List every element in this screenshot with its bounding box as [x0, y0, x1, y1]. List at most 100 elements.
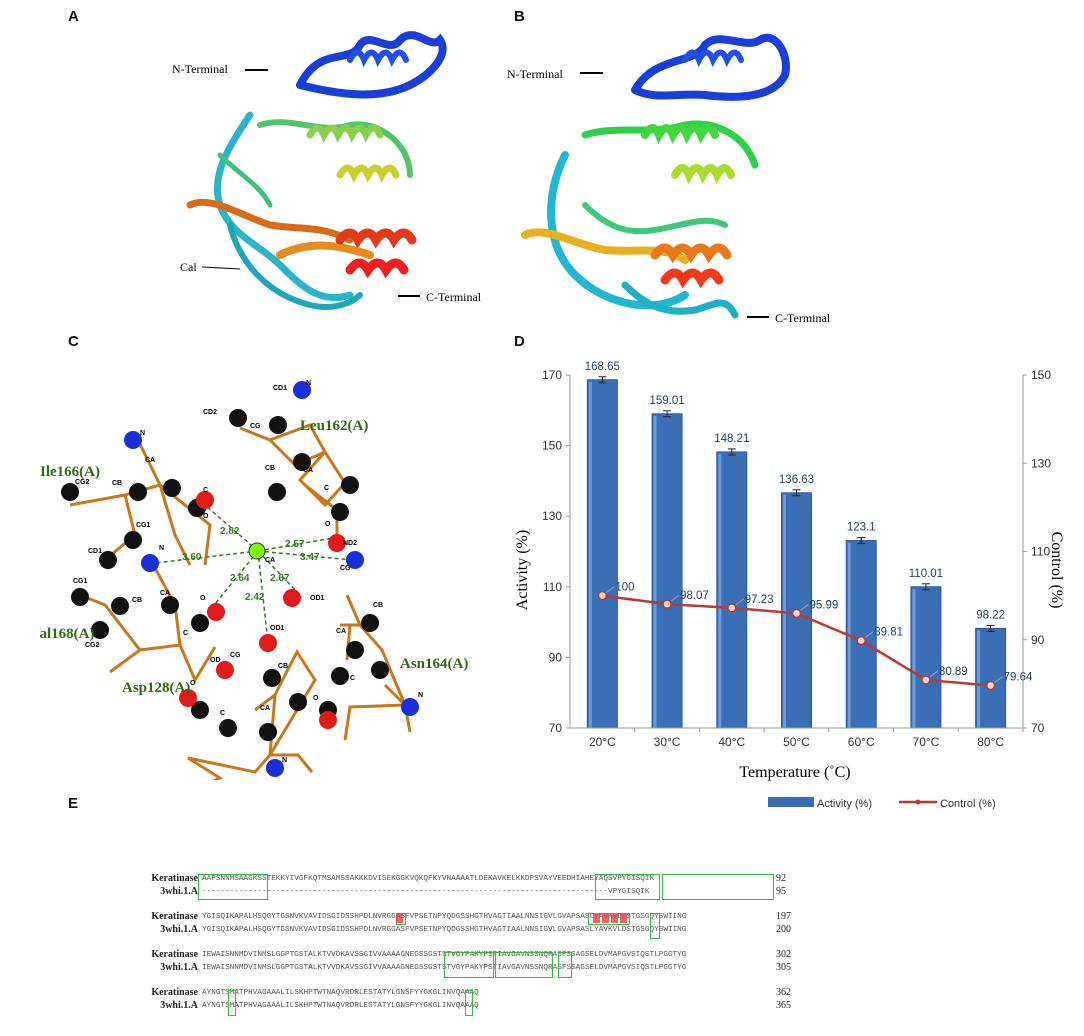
panel-label-d: D: [514, 333, 525, 350]
svg-text:C: C: [203, 487, 208, 494]
legend-label-activity: Activity (%): [817, 798, 872, 810]
alignment-row: Keratinase AYNGTSMATPHVAGAAALILSKHPTWTNAQ…: [140, 986, 840, 999]
control-data-label: 100: [615, 582, 634, 594]
alignment-highlight-box: [588, 913, 630, 925]
sequence-end-position: 92: [776, 873, 786, 884]
c-terminal-label: C-Terminal: [775, 311, 831, 325]
control-label-leader: [929, 670, 939, 678]
sequence-name: 3whi.1.A: [160, 924, 198, 935]
y2-axis-label: Control (%): [1048, 532, 1065, 609]
svg-text:N: N: [282, 757, 287, 764]
activity-data-label: 98.22: [976, 609, 1005, 621]
cal-pointer: [201, 266, 241, 270]
alignment-mismatch-mark: [620, 914, 627, 923]
y-tick-label: 70: [549, 721, 563, 735]
svg-text:CG: CG: [340, 565, 351, 572]
y-tick-label: 110: [543, 580, 562, 594]
sequence-residues: AYNGTSMATPHVAGAAALILSKHPTWTNAQVRDRLESTAT…: [202, 1001, 479, 1010]
activity-bar: [845, 540, 877, 729]
alignment-highlight-box: [495, 952, 553, 978]
y2-tick-label: 110: [1031, 545, 1050, 559]
svg-text:N: N: [159, 545, 164, 552]
activity-data-label: 159.01: [649, 395, 684, 407]
svg-text:N: N: [140, 430, 145, 437]
activity-bar: [586, 379, 618, 729]
alignment-highlight-box: [228, 990, 236, 1016]
y2-tick-label: 150: [1031, 368, 1051, 382]
x-tick-label: 50°C: [783, 735, 810, 749]
svg-text:C: C: [350, 675, 355, 682]
x-tick-label: 70°C: [913, 735, 940, 749]
protein-structure-b: N-Terminal C-Terminal: [507, 33, 831, 325]
y-tick-label: 150: [542, 439, 562, 453]
svg-text:O: O: [325, 521, 331, 528]
activity-data-label: 136.63: [779, 474, 814, 486]
svg-text:C: C: [183, 630, 188, 637]
control-data-label: 95.99: [810, 599, 839, 611]
sequence-end-position: 302: [776, 949, 791, 960]
svg-text:O: O: [313, 695, 319, 702]
svg-text:OD1: OD1: [310, 595, 325, 602]
sequence-name: 3whi.1.A: [160, 1000, 198, 1011]
svg-text:ND2: ND2: [343, 540, 357, 547]
sequence-name: Keratinase: [151, 949, 198, 960]
svg-text:C: C: [220, 710, 225, 717]
activity-bar: [910, 586, 942, 729]
panel-label-a: A: [68, 8, 79, 25]
y-tick-label: 90: [549, 650, 563, 664]
alignment-highlight-box: [198, 874, 268, 900]
activity-data-label: 110.01: [909, 568, 943, 580]
y-axis-label: Activity (%): [514, 530, 531, 610]
svg-text:CG2: CG2: [85, 642, 100, 649]
x-tick-label: 30°C: [654, 735, 681, 749]
sequence-name: 3whi.1.A: [160, 886, 198, 897]
core-domain: [521, 120, 759, 319]
svg-text:C: C: [324, 485, 329, 492]
y2-tick-label: 70: [1031, 721, 1045, 735]
x-tick-label: 20°C: [589, 735, 616, 749]
control-label-leader: [864, 631, 874, 638]
control-data-label: 80.89: [939, 666, 968, 678]
residue-labels: Leu162(A) Ile166(A) Val168(A) Asp128(A) …: [40, 418, 468, 696]
ligand-interaction-diagram: N CA C O CB CG2 CG1 CD1 CD2 CG CD1 CB CA N C O CA N…: [40, 380, 468, 780]
core-domain: [186, 111, 417, 310]
cal-label: Cal: [180, 260, 197, 274]
x-tick-label: 80°C: [977, 735, 1004, 749]
alignment-highlight-box: [595, 874, 660, 900]
control-point: [985, 680, 996, 691]
residue-label: Asp128(A): [122, 680, 190, 696]
distance-label: 2.42: [245, 592, 265, 603]
sequence-name: Keratinase: [151, 873, 198, 884]
sequence-end-position: 197: [776, 911, 791, 922]
svg-text:CB: CB: [265, 465, 275, 472]
alignment-block: Keratinase AAPSNNMSAAGKSSTEKKYIVGFKQTMSAM…: [140, 872, 840, 898]
legend-marker-control: [915, 799, 921, 805]
sequence-residues: YGISQIKAPALHSQGYTGSNVKVAVIDSGIDSSHPDLNVR…: [202, 912, 687, 921]
svg-text:CA: CA: [260, 705, 270, 712]
sequence-end-position: 95: [776, 886, 786, 897]
n-terminal-label: N-Terminal: [172, 62, 228, 76]
hydrogen-bonds: [154, 504, 353, 644]
c-terminal-label: C-Terminal: [426, 290, 482, 304]
alignment-highlight-box: [558, 952, 572, 978]
sequence-residues: AYNGTSMATPHVAGAAALILSKHPTWTNAQVRDRLESTAT…: [202, 988, 479, 997]
control-label-leader: [606, 586, 615, 594]
atom-labels: N CA C O CB CG2 CG1 CD1 CD2 CG CD1 CB CA N C O CA N…: [73, 380, 423, 764]
svg-text:CA: CA: [265, 557, 275, 564]
n-terminal-domain: [296, 31, 447, 99]
svg-text:CA: CA: [145, 457, 155, 464]
svg-text:CG1: CG1: [136, 522, 151, 529]
control-point: [597, 590, 608, 601]
svg-text:N: N: [306, 380, 311, 387]
alignment-mismatch-mark: [602, 914, 609, 923]
control-data-label: 98.07: [680, 590, 709, 602]
y2-tick-label: 90: [1031, 633, 1045, 647]
svg-text:CA: CA: [336, 628, 346, 635]
sequence-name: Keratinase: [151, 987, 198, 998]
control-data-label: 89.81: [874, 627, 903, 639]
protein-structure-a: N-Terminal Cal C-Terminal: [172, 31, 482, 310]
svg-text:CG: CG: [250, 423, 261, 430]
sequence-end-position: 305: [776, 962, 791, 973]
svg-text:CA: CA: [160, 590, 170, 597]
distance-label: 2.67: [270, 573, 290, 584]
